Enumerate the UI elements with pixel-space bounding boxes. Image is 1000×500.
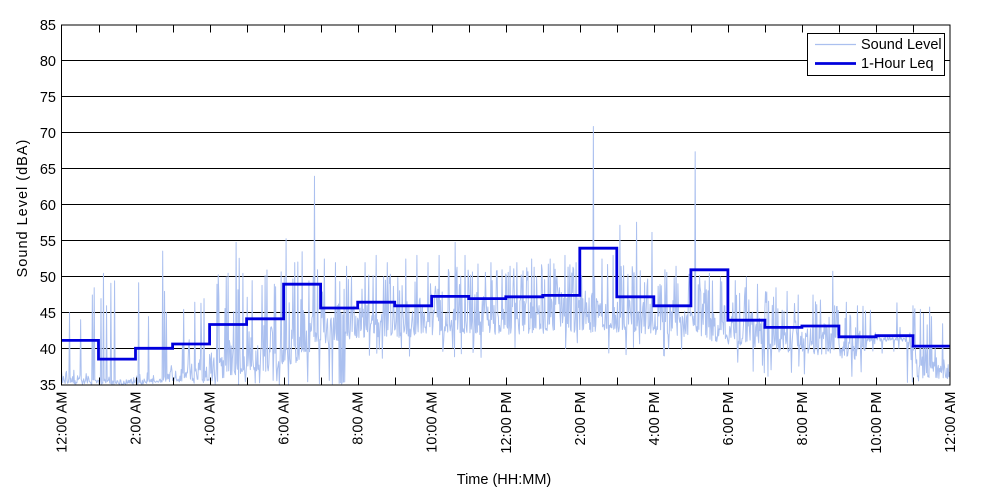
svg-text:Time (HH:MM): Time (HH:MM) xyxy=(457,472,552,488)
svg-text:6:00 AM: 6:00 AM xyxy=(277,392,293,445)
svg-text:8:00 AM: 8:00 AM xyxy=(351,392,367,445)
svg-text:80: 80 xyxy=(40,54,56,70)
svg-text:1-Hour Leq: 1-Hour Leq xyxy=(861,56,934,72)
svg-text:2:00 PM: 2:00 PM xyxy=(573,392,589,446)
svg-text:55: 55 xyxy=(40,234,56,250)
svg-text:85: 85 xyxy=(40,18,56,34)
svg-text:Sound Level: Sound Level xyxy=(861,37,942,53)
svg-text:75: 75 xyxy=(40,90,56,106)
svg-text:50: 50 xyxy=(40,270,56,286)
svg-text:12:00 AM: 12:00 AM xyxy=(55,392,71,453)
svg-text:45: 45 xyxy=(40,306,56,322)
svg-text:Sound Level (dBA): Sound Level (dBA) xyxy=(15,139,31,278)
svg-text:4:00 AM: 4:00 AM xyxy=(203,392,219,445)
svg-text:12:00 PM: 12:00 PM xyxy=(499,392,515,454)
svg-text:70: 70 xyxy=(40,126,56,142)
svg-text:60: 60 xyxy=(40,198,56,214)
svg-text:12:00 AM: 12:00 AM xyxy=(943,392,959,453)
svg-text:10:00 AM: 10:00 AM xyxy=(425,392,441,453)
svg-text:4:00 PM: 4:00 PM xyxy=(647,392,663,446)
svg-text:35: 35 xyxy=(40,378,56,394)
svg-text:40: 40 xyxy=(40,342,56,358)
svg-text:2:00 AM: 2:00 AM xyxy=(129,392,145,445)
svg-text:8:00 PM: 8:00 PM xyxy=(795,392,811,446)
svg-text:65: 65 xyxy=(40,162,56,178)
svg-text:10:00 PM: 10:00 PM xyxy=(869,392,885,454)
svg-text:6:00 PM: 6:00 PM xyxy=(721,392,737,446)
